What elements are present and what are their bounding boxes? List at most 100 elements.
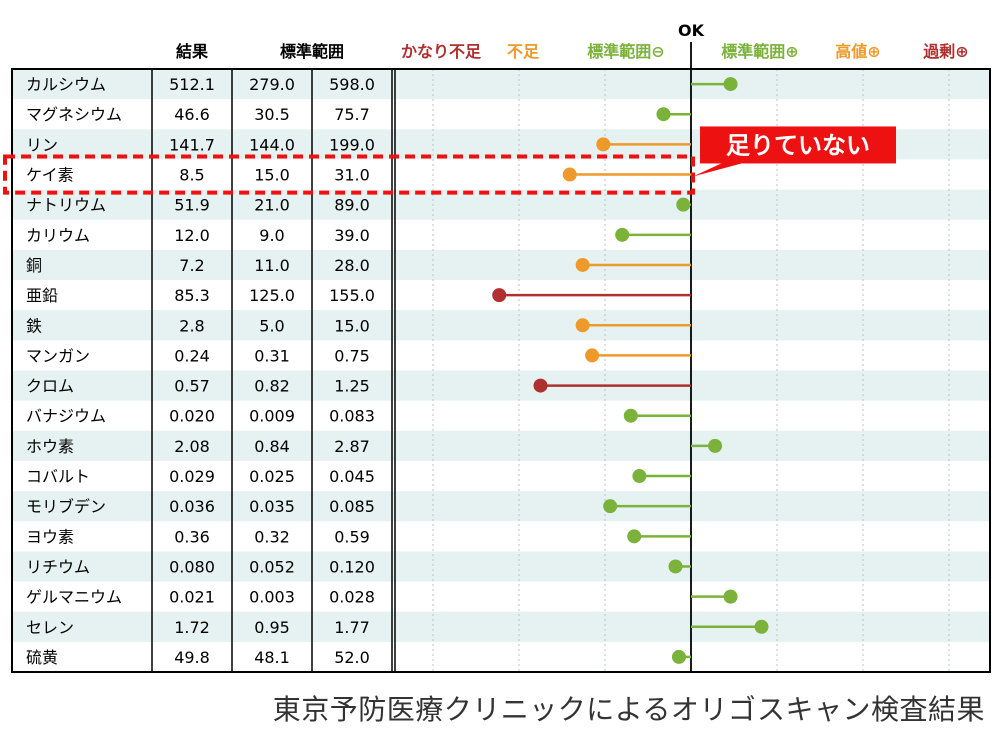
lollipop-dot	[676, 197, 691, 212]
row-result: 0.36	[174, 527, 210, 546]
row-range-low: 279.0	[249, 75, 295, 94]
row-name: ホウ素	[26, 437, 74, 456]
oligoscan-chart: OK 結果 標準範囲 かなり不足 不足 標準範囲⊖ 標準範囲⊕ 高値⊕ 過剰⊕ カルシウム 512.…	[3, 21, 991, 673]
header-result: 結果	[176, 42, 208, 61]
row-range-high: 0.59	[334, 527, 370, 546]
row-stripe	[12, 249, 990, 281]
row-result: 85.3	[174, 286, 210, 305]
row-range-high: 0.045	[329, 467, 375, 486]
chart-caption: 東京予防医療クリニックによるオリゴスキャン検査結果	[272, 693, 985, 726]
row-range-low: 15.0	[254, 166, 290, 185]
row-range-low: 9.0	[259, 226, 284, 245]
row-stripe	[12, 551, 990, 582]
row-range-high: 89.0	[334, 196, 370, 215]
row-range-low: 0.84	[254, 437, 290, 456]
row-name: 鉄	[26, 316, 42, 335]
row-result: 2.8	[179, 316, 204, 335]
scale-label: 標準範囲⊖	[587, 42, 664, 61]
row-range-low: 0.82	[254, 377, 290, 396]
callout-pointer	[693, 158, 760, 177]
row-name: セレン	[26, 618, 74, 637]
row-stripe	[12, 430, 990, 461]
row-stripe	[12, 69, 990, 100]
row-name: 亜鉛	[26, 286, 58, 305]
scale-label: 高値⊕	[835, 42, 880, 61]
row-range-high: 28.0	[334, 256, 370, 275]
scale-label: 不足	[507, 42, 540, 61]
row-range-high: 0.083	[329, 407, 375, 426]
row-stripe	[12, 370, 990, 401]
row-name: 銅	[26, 256, 42, 275]
row-name: マグネシウム	[26, 105, 122, 124]
row-name: ゲルマニウム	[26, 588, 122, 607]
row-result: 49.8	[174, 648, 210, 667]
lollipop-dot	[575, 318, 590, 333]
lollipop-dot	[723, 589, 738, 604]
row-result: 512.1	[169, 75, 215, 94]
row-range-low: 125.0	[249, 286, 295, 305]
row-name: コバルト	[26, 467, 90, 486]
row-name: クロム	[26, 377, 74, 396]
row-range-low: 0.025	[249, 467, 295, 486]
row-result: 46.6	[174, 105, 210, 124]
row-result: 0.020	[169, 407, 215, 426]
row-range-high: 15.0	[334, 316, 370, 335]
row-range-low: 5.0	[259, 316, 284, 335]
row-range-low: 0.31	[254, 346, 290, 365]
row-name: ナトリウム	[26, 196, 106, 215]
row-range-high: 1.25	[334, 377, 370, 396]
row-name: ヨウ素	[26, 527, 74, 546]
lollipop-dot	[708, 438, 723, 453]
callout-text: 足りていない	[726, 131, 870, 159]
callout-box	[700, 126, 896, 164]
row-result: 141.7	[169, 135, 215, 154]
row-range-high: 75.7	[334, 105, 370, 124]
row-range-low: 0.32	[254, 527, 290, 546]
row-range-high: 0.028	[329, 588, 375, 607]
row-result: 0.029	[169, 467, 215, 486]
row-result: 0.080	[169, 557, 215, 576]
table-border	[11, 68, 991, 673]
row-range-high: 1.77	[334, 618, 370, 637]
lollipop-dot	[562, 167, 577, 182]
row-stripe	[12, 491, 990, 522]
row-range-high: 2.87	[334, 437, 370, 456]
ok-label: OK	[678, 21, 705, 40]
row-range-low: 0.052	[249, 557, 295, 576]
lollipop-dot	[603, 499, 618, 514]
row-range-low: 0.003	[249, 588, 295, 607]
row-name: 硫黄	[26, 648, 58, 667]
lollipop-dot	[615, 227, 630, 242]
scale-label: 標準範囲⊕	[721, 42, 798, 61]
lollipop-dot	[668, 559, 683, 574]
row-name: リン	[26, 135, 58, 154]
row-range-high: 31.0	[334, 166, 370, 185]
lollipop-dot	[575, 257, 590, 272]
lollipop-dot	[585, 348, 600, 363]
row-result: 0.021	[169, 588, 215, 607]
row-result: 51.9	[174, 196, 210, 215]
row-name: モリブデン	[26, 497, 106, 516]
row-range-high: 598.0	[329, 75, 375, 94]
lollipop-dot	[754, 619, 769, 634]
lollipop-dot	[723, 77, 738, 92]
row-result: 8.5	[179, 166, 204, 185]
row-stripe	[12, 611, 990, 642]
header-range: 標準範囲	[280, 42, 344, 61]
row-range-low: 0.009	[249, 407, 295, 426]
row-result: 0.57	[174, 377, 210, 396]
row-range-high: 0.085	[329, 497, 375, 516]
scale-label: かなり不足	[401, 42, 482, 61]
row-name: リチウム	[26, 557, 90, 576]
row-range-low: 144.0	[249, 135, 295, 154]
lollipop-dot	[671, 649, 686, 664]
row-result: 0.036	[169, 497, 215, 516]
row-result: 1.72	[174, 618, 210, 637]
row-result: 2.08	[174, 437, 210, 456]
lollipop-dot	[632, 469, 647, 484]
lollipop-dot	[656, 107, 671, 122]
row-stripe	[12, 310, 990, 341]
row-range-low: 21.0	[254, 196, 290, 215]
highlight-box	[3, 154, 695, 195]
lollipop-dot	[627, 529, 642, 544]
